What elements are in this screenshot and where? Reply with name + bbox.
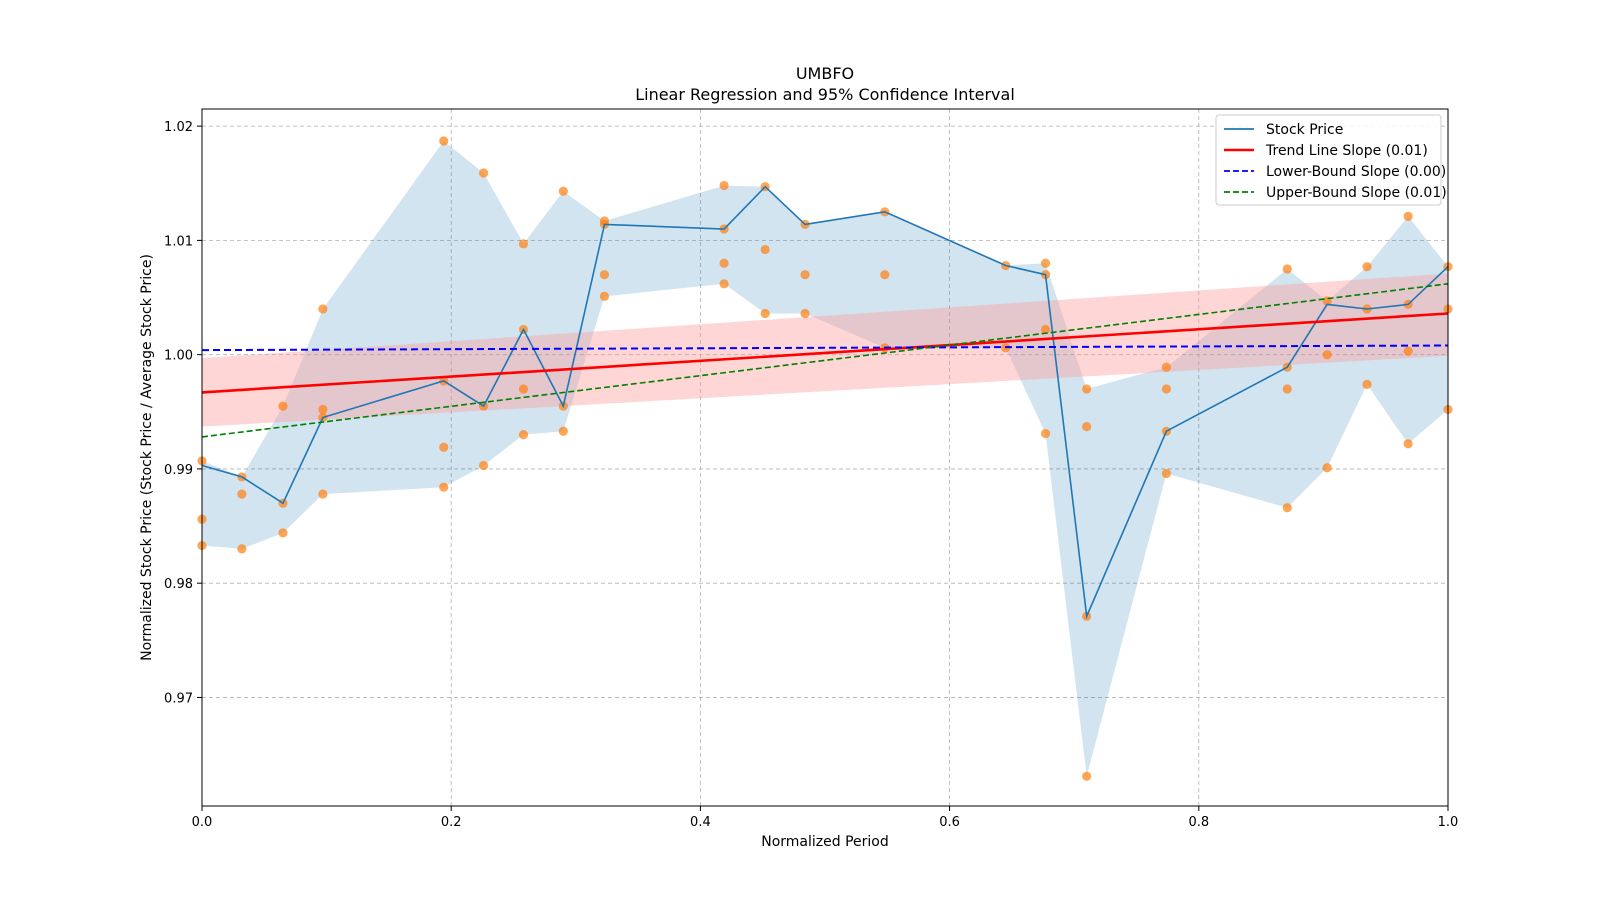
scatter-point xyxy=(518,384,529,394)
scatter-point xyxy=(1322,350,1332,360)
scatter-point xyxy=(237,544,247,554)
scatter-point xyxy=(1082,422,1092,432)
scatter-point xyxy=(278,401,288,411)
legend-label: Stock Price xyxy=(1266,122,1343,138)
scatter-point xyxy=(1282,503,1292,513)
scatter-point xyxy=(1282,384,1292,394)
scatter-point xyxy=(518,239,529,249)
scatter-point xyxy=(478,460,489,471)
y-tick-label: 0.98 xyxy=(164,577,193,592)
scatter-point xyxy=(1161,468,1172,479)
scatter-point xyxy=(518,430,529,440)
scatter-point xyxy=(719,180,729,191)
x-tick-label: 0.8 xyxy=(1188,815,1209,830)
legend-label: Trend Line Slope (0.01) xyxy=(1265,143,1428,159)
scatter-point xyxy=(558,186,568,196)
x-tick-label: 1.0 xyxy=(1438,815,1459,830)
scatter-point xyxy=(318,304,328,314)
scatter-point xyxy=(1403,439,1413,449)
scatter-point xyxy=(599,270,610,280)
trend-line xyxy=(201,312,1449,394)
y-tick-label: 0.97 xyxy=(164,691,193,706)
series-lines xyxy=(201,185,1449,620)
scatter-point xyxy=(318,404,328,415)
scatter-point xyxy=(1161,384,1172,394)
x-tick-label: 0.2 xyxy=(441,815,462,830)
y-tick-label: 0.99 xyxy=(164,463,193,478)
scatter-point xyxy=(1040,428,1051,439)
scatter-point xyxy=(1161,362,1172,372)
scatter-point xyxy=(760,308,770,319)
y-tick-label: 1.01 xyxy=(164,234,193,249)
scatter-point xyxy=(1403,346,1413,356)
scatter-point xyxy=(1362,262,1372,272)
scatter-point xyxy=(1082,384,1092,394)
legend-label: Upper-Bound Slope (0.01) xyxy=(1266,185,1447,201)
scatter-point xyxy=(439,442,449,452)
x-axis-label: Normalized Period xyxy=(761,834,889,850)
lower-bound-line xyxy=(201,344,1449,352)
scatter-point xyxy=(1322,463,1332,473)
y-tick-label: 1.00 xyxy=(164,349,193,364)
scatter-point xyxy=(1040,258,1051,268)
scatter-points xyxy=(197,136,1453,781)
trend-confidence-band xyxy=(202,273,1448,427)
upper-bound-line xyxy=(201,283,1449,438)
x-tick-label: 0.0 xyxy=(192,815,213,830)
scatter-point xyxy=(1040,324,1051,335)
scatter-point xyxy=(1082,771,1092,781)
stock-price-line xyxy=(201,185,1449,620)
scatter-point xyxy=(278,528,288,538)
plot-frame xyxy=(201,108,1449,807)
scatter-point xyxy=(880,270,890,280)
chart-subtitle: Linear Regression and 95% Confidence Int… xyxy=(635,85,1015,104)
scatter-point xyxy=(439,136,449,146)
scatter-point xyxy=(237,489,247,499)
scatter-point xyxy=(719,258,729,268)
scatter-point xyxy=(1403,211,1413,222)
y-tick-label: 1.02 xyxy=(164,120,193,135)
scatter-point xyxy=(478,168,489,178)
legend: Stock Price Trend Line Slope (0.01) Lower-… xyxy=(1215,114,1447,206)
trend-ci-area xyxy=(202,273,1448,427)
chart-title: UMBFO xyxy=(796,64,854,83)
scatter-point xyxy=(800,308,810,319)
scatter-point xyxy=(1282,264,1292,274)
scatter-point xyxy=(719,279,729,289)
scatter-point xyxy=(760,244,770,255)
legend-label: Lower-Bound Slope (0.00) xyxy=(1266,164,1446,180)
scatter-point xyxy=(1362,379,1372,389)
scatter-point xyxy=(599,291,610,301)
axis-ticks: 0.0 0.2 0.4 0.6 0.8 1.0 0.97 0.98 0.99 1.00 1.01 1.… xyxy=(164,120,1458,830)
stock-range-band xyxy=(202,141,1448,777)
scatter-point xyxy=(439,482,449,492)
legend-box xyxy=(1215,114,1442,206)
scatter-point xyxy=(800,270,810,280)
scatter-point xyxy=(558,426,568,436)
stock-range-area xyxy=(202,141,1448,777)
y-axis-label: Normalized Stock Price (Stock Price / Av… xyxy=(139,254,155,661)
x-tick-label: 0.6 xyxy=(939,815,960,830)
scatter-point xyxy=(318,489,328,499)
x-tick-label: 0.4 xyxy=(690,815,711,830)
